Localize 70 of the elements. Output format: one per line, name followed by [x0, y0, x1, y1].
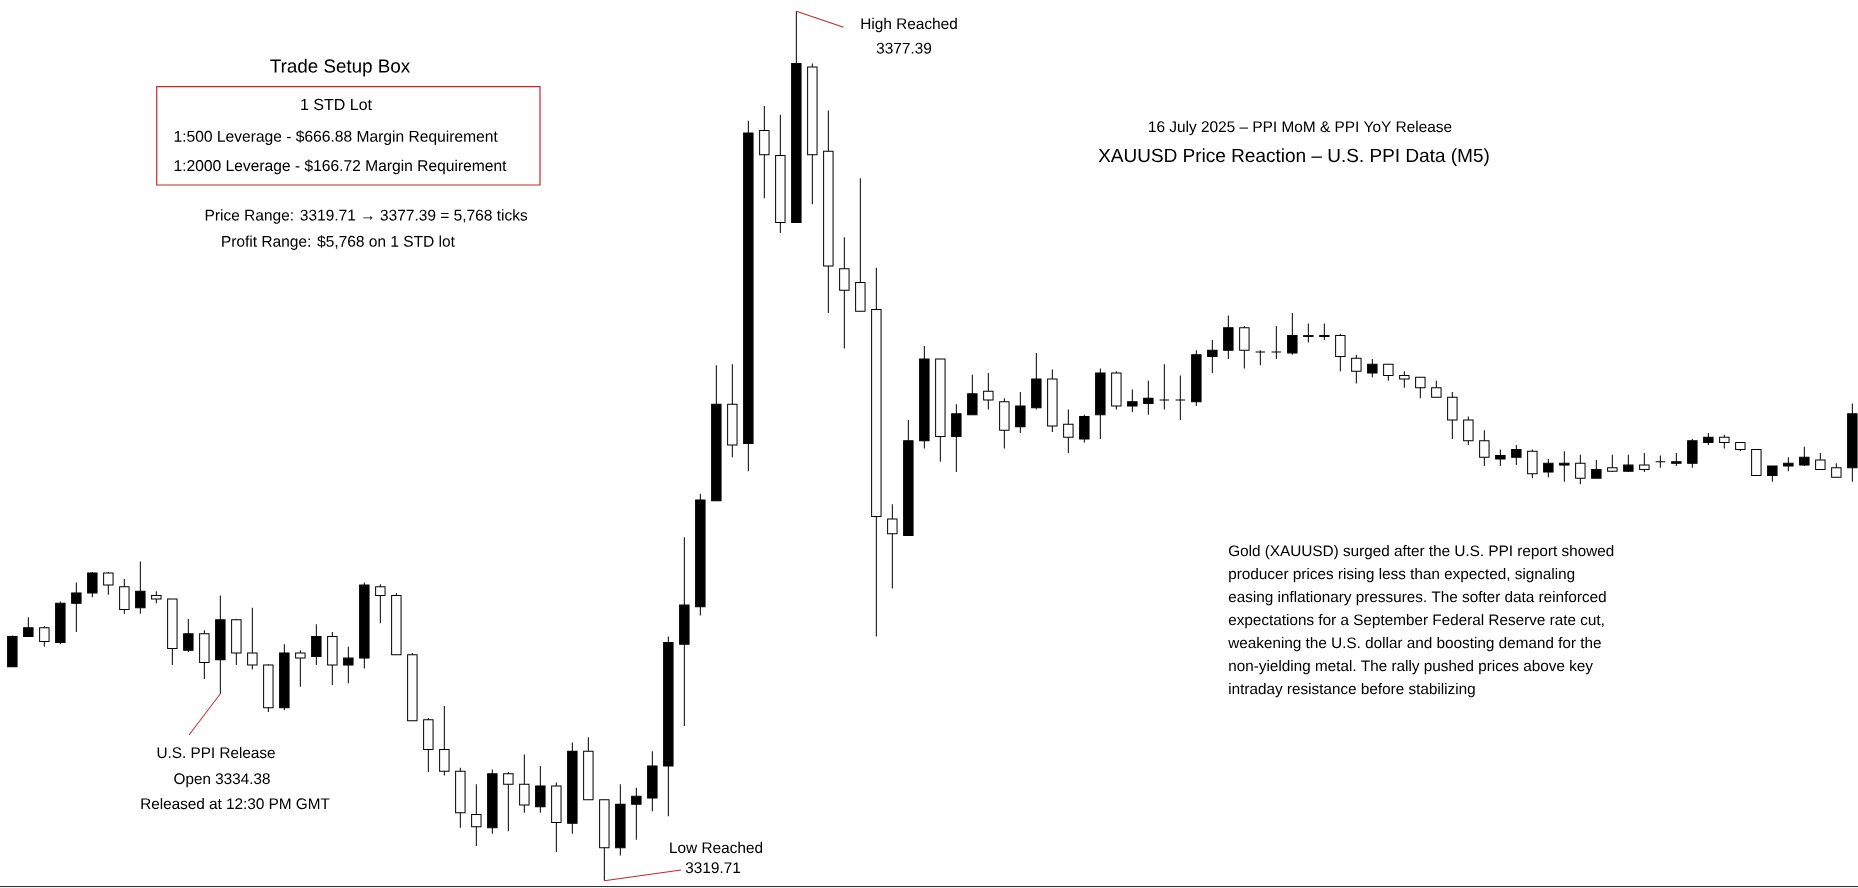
candlestick [887, 503, 898, 590]
candlestick [343, 646, 354, 684]
candlestick [535, 765, 546, 814]
candlestick [503, 771, 514, 832]
candlestick [1127, 388, 1138, 413]
candlestick [1511, 444, 1522, 466]
annotation: Open 3334.38 [174, 773, 270, 788]
candlestick [1367, 358, 1378, 378]
candlestick [631, 787, 642, 841]
annotation: U.S. PPI Release [157, 746, 275, 759]
candlestick [839, 236, 850, 350]
candlestick [23, 616, 34, 637]
candlestick [1415, 376, 1426, 399]
candlestick [1239, 325, 1250, 370]
candlestick [1287, 312, 1298, 356]
annotation: Low Reached [670, 841, 763, 854]
candlestick [1575, 454, 1586, 485]
candlestick [1799, 446, 1810, 467]
annotation: Gold (XAUUSD) surged after the U.S. PPI report showed producer prices rising less than expected, signaling easing inflationary pressures. The softer data reinforced expectations for a September Federal Reserve rate cut, weakening the U.S. dollar and boosting demand for the non-yielding metal. The rally pushed prices above key intraday resistance before stabilizing [1228, 544, 1614, 698]
candlestick [1015, 391, 1026, 434]
candlestick [1447, 391, 1458, 440]
annotation: 1:500 Leverage - $666.88 Margin Requirement [174, 130, 498, 145]
candlestick [1207, 339, 1218, 374]
candlestick [87, 571, 98, 598]
candlestick [1463, 415, 1474, 446]
text: XAUUSD Price Reaction – U.S. PPI Data (M5) [1098, 148, 1489, 166]
candlestick [439, 705, 450, 776]
candlestick [1223, 315, 1234, 360]
candlestick [1687, 438, 1698, 469]
candlestick [1591, 459, 1602, 479]
candlestick [1543, 458, 1554, 478]
candlestick [183, 618, 194, 653]
candlestick [247, 607, 258, 670]
text: 16 July 2025 – PPI MoM & PPI YoY Release [1149, 120, 1452, 136]
candlestick [1175, 375, 1186, 421]
candlestick [71, 581, 82, 633]
candlestick [1479, 429, 1490, 467]
candlestick [1559, 450, 1570, 483]
annotation: High Reached [861, 17, 957, 33]
candlestick [967, 374, 978, 416]
annotation: Released at 12:30 PM GMT [141, 797, 330, 810]
candlestick [1079, 414, 1090, 444]
annotation: Trade Setup Box [270, 58, 410, 77]
candlestick [39, 625, 50, 648]
candlestick [1063, 408, 1074, 454]
candlestick [1639, 452, 1650, 473]
candlestick [295, 649, 306, 688]
candlestick [983, 372, 994, 410]
candlestick [1335, 333, 1346, 372]
candlestick [1143, 380, 1154, 416]
annotation: 1:2000 Leverage - $166.72 Margin Requirement [174, 159, 507, 175]
candlestick [1655, 455, 1666, 469]
candlestick [1303, 322, 1314, 344]
annotation: Profit Range: $5,768 on 1 STD lot [222, 235, 455, 250]
candlestick [519, 754, 530, 814]
candlestick [375, 583, 386, 624]
candlestick [311, 623, 322, 666]
candlestick [1351, 354, 1362, 384]
candlestick [951, 403, 962, 473]
annotation: Price Range: 3319.71 → 3377.39 = 5,768 ticks [205, 209, 528, 224]
candlestick [1271, 325, 1282, 360]
candlestick [103, 571, 114, 596]
candlestick [1159, 363, 1170, 410]
annotation: 3319.71 [685, 862, 741, 874]
candlestick [119, 578, 130, 615]
annotation: 3377.39 [876, 42, 932, 54]
candlestick [471, 783, 482, 847]
candlestick [135, 561, 146, 615]
candlestick [1527, 448, 1538, 479]
annotation: 1 STD Lot [301, 98, 372, 111]
